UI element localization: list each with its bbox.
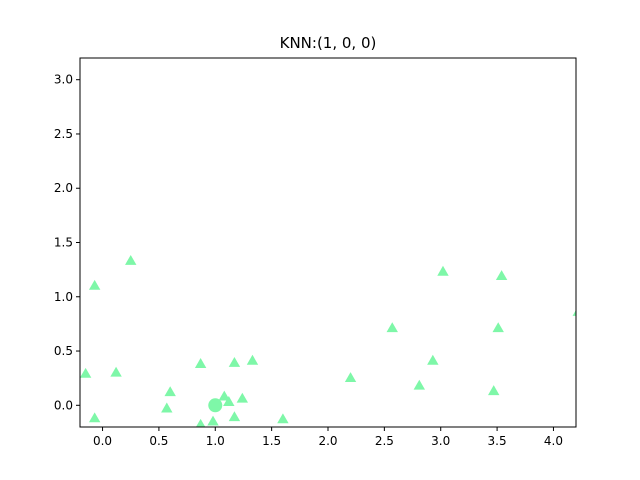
plot-marks: [80, 254, 576, 427]
triangle-point: [223, 396, 235, 406]
triangle-point: [437, 265, 449, 276]
triangle-point: [207, 415, 219, 426]
triangle-point: [110, 366, 122, 377]
y-axis: 0.0 0.5 1.0 1.5 2.0 2.5 3.0: [54, 73, 80, 412]
triangle-point: [161, 402, 173, 413]
triangle-point: [572, 309, 576, 316]
y-tick-label: 0.5: [54, 344, 73, 358]
y-tick-label: 3.0: [54, 73, 73, 87]
query-point: [208, 398, 223, 413]
triangle-point: [218, 390, 230, 401]
triangle-point: [277, 413, 289, 424]
triangle-point: [236, 392, 249, 403]
triangle-point: [228, 411, 241, 422]
x-axis: 0.0 0.5 1.0 1.5 2.0 2.5 3.0 3.5 4.0: [93, 427, 563, 448]
y-tick-label: 1.5: [54, 236, 73, 250]
triangle-point: [344, 372, 357, 383]
triangle-point: [88, 412, 101, 423]
triangle-point: [228, 356, 241, 367]
x-tick-label: 2.5: [375, 434, 394, 448]
triangle-point: [427, 354, 439, 365]
triangle-point: [386, 322, 398, 333]
triangle-point: [88, 279, 101, 290]
x-tick-label: 1.5: [262, 434, 281, 448]
triangle-point: [492, 322, 504, 333]
triangle-point: [413, 379, 426, 390]
triangle-point: [164, 386, 176, 397]
x-tick-label: 4.0: [544, 434, 563, 448]
y-tick-label: 0.0: [54, 398, 73, 412]
triangle-point: [488, 385, 500, 396]
x-tick-label: 0.5: [149, 434, 168, 448]
triangle-point: [195, 418, 206, 427]
y-tick-label: 2.0: [54, 181, 73, 195]
x-tick-label: 2.0: [318, 434, 337, 448]
y-tick-label: 1.0: [54, 290, 73, 304]
triangle-point: [495, 270, 508, 281]
x-tick-label: 0.0: [93, 434, 112, 448]
x-tick-label: 3.5: [488, 434, 507, 448]
chart-title: KNN:(1, 0, 0): [280, 34, 377, 52]
triangle-point: [194, 358, 207, 368]
triangle-point: [80, 367, 92, 378]
triangle-point: [125, 254, 137, 265]
triangle-point: [246, 354, 259, 365]
y-tick-label: 2.5: [54, 127, 73, 141]
x-tick-label: 3.0: [431, 434, 450, 448]
x-tick-label: 1.0: [206, 434, 225, 448]
